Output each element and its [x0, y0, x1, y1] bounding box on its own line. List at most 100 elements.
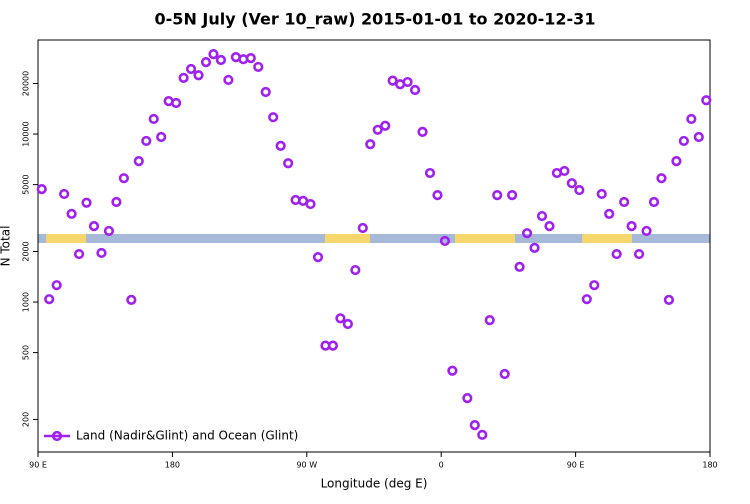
data-point [589, 280, 600, 291]
y-axis-label: N Total [0, 226, 13, 267]
data-point [499, 368, 510, 380]
data-point [342, 318, 353, 330]
data-point [648, 196, 660, 208]
data-point [626, 221, 637, 232]
data-point [536, 210, 548, 222]
data-point [66, 208, 77, 219]
data-point [193, 70, 204, 81]
data-point [439, 235, 451, 247]
data-point [611, 248, 622, 260]
data-point [327, 340, 339, 351]
data-point [253, 61, 264, 73]
ocean-strip [38, 234, 710, 243]
x-tick-label: 0 [439, 461, 444, 470]
data-point [462, 392, 473, 404]
data-point [372, 124, 383, 135]
data-point [544, 221, 555, 232]
data-point [663, 294, 675, 305]
land-strip [325, 234, 370, 243]
legend-label: Land (Nadir&Glint) and Ocean (Glint) [76, 429, 298, 443]
data-point [521, 228, 533, 239]
data-point [686, 113, 697, 125]
data-point [73, 248, 85, 260]
y-tick-label: 5000 [22, 174, 31, 194]
data-point [126, 294, 137, 305]
land-strip [582, 234, 632, 243]
data-point [148, 113, 159, 125]
data-point [171, 97, 182, 109]
data-point [200, 57, 212, 68]
data-point [424, 167, 436, 179]
data-point [671, 156, 682, 167]
data-point [507, 190, 518, 201]
data-point [111, 196, 122, 208]
data-point [44, 294, 55, 305]
plot-frame [37, 39, 711, 453]
data-point [141, 135, 152, 147]
data-point [447, 365, 458, 376]
data-point [245, 53, 256, 64]
data-point [335, 313, 346, 324]
data-point [283, 158, 294, 169]
data-point [103, 225, 115, 237]
x-tick-label: 180 [165, 461, 180, 470]
data-point [566, 178, 577, 189]
data-point [633, 248, 645, 260]
y-tick-label: 10000 [22, 121, 31, 146]
data-point [693, 131, 704, 143]
data-point [96, 247, 107, 259]
land-strip [455, 234, 515, 243]
data-point [350, 264, 361, 276]
x-tick-label: 180 [702, 461, 717, 470]
data-point [215, 54, 227, 66]
y-tick-label: 2000 [22, 241, 31, 261]
data-point [156, 131, 167, 143]
land-strip [46, 234, 86, 243]
data-point [641, 225, 652, 237]
data-point [268, 112, 279, 123]
data-point [656, 173, 667, 184]
data-point [484, 315, 495, 326]
data-point [581, 294, 592, 305]
data-point [417, 126, 428, 137]
data-point [81, 197, 92, 208]
data-point [387, 75, 398, 86]
data-point [59, 188, 70, 200]
data-point [305, 198, 316, 210]
y-tick-label: 1000 [22, 292, 31, 312]
y-tick-label: 200 [22, 412, 31, 427]
data-point [133, 156, 144, 167]
data-point [619, 196, 630, 208]
data-point [529, 242, 540, 254]
data-point [596, 188, 607, 200]
data-point [409, 84, 421, 96]
data-point [492, 190, 503, 201]
data-point [469, 420, 480, 431]
data-point [574, 184, 585, 196]
data-point [88, 221, 100, 232]
x-tick-label: 90 E [29, 461, 47, 470]
data-point [208, 49, 219, 60]
data-point [559, 165, 570, 177]
legend-marker [51, 430, 63, 442]
x-tick-label: 90 W [296, 461, 317, 470]
data-point [402, 76, 413, 88]
data-point [477, 429, 488, 440]
data-point [380, 120, 391, 131]
data-point [678, 135, 689, 147]
x-axis-label: Longitude (deg E) [321, 477, 428, 491]
y-tick-label: 500 [22, 345, 31, 360]
data-point [365, 139, 376, 150]
data-point [514, 261, 525, 272]
data-point [432, 190, 443, 201]
data-point [701, 95, 712, 106]
data-point [51, 280, 62, 291]
x-tick-label: 90 E [567, 461, 585, 470]
y-tick-label: 20000 [22, 71, 31, 96]
data-point [178, 72, 189, 83]
data-point [36, 184, 47, 195]
data-point [223, 74, 234, 86]
chart-title: 0-5N July (Ver 10_raw) 2015-01-01 to 202… [155, 10, 596, 29]
